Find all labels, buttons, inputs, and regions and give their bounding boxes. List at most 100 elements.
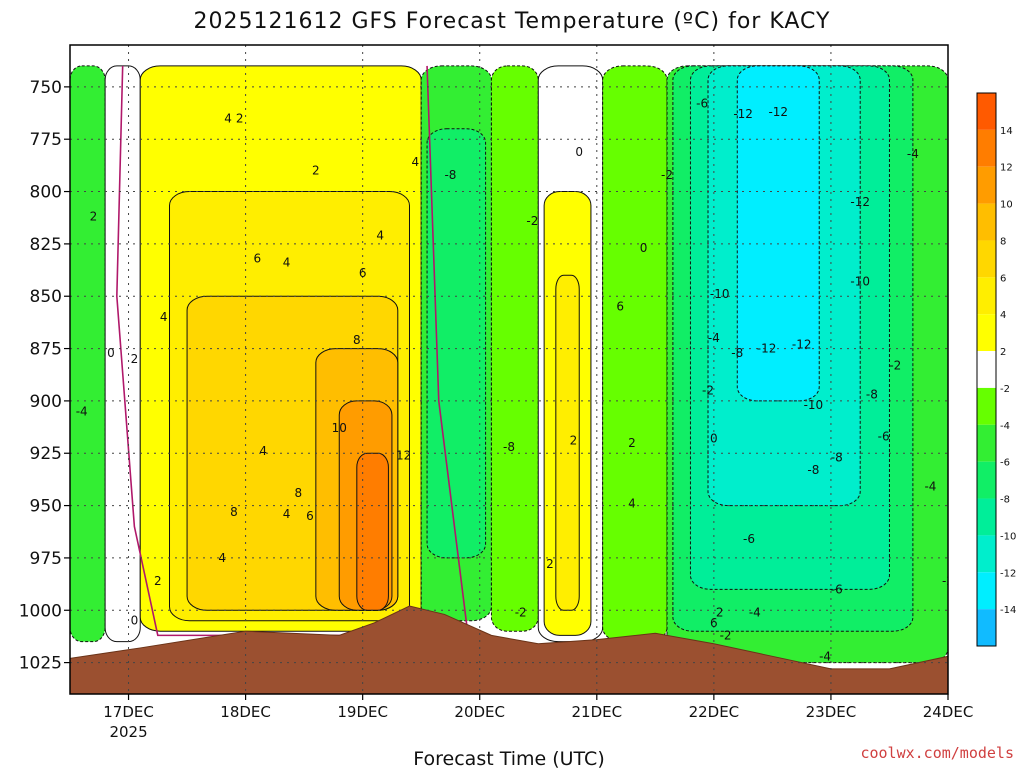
- y-tick-label-1000: 1000: [19, 601, 62, 621]
- contour-label-10: 4: [376, 229, 384, 243]
- y-tick-label-925: 925: [30, 444, 62, 464]
- colorbar-swatch-13: [977, 572, 996, 610]
- x-tick-label-19DEC: 19DEC: [337, 703, 388, 721]
- temp-region-19: [736, 65, 820, 402]
- contour-label-37: -12: [733, 107, 753, 121]
- contour-label-13: 10: [332, 421, 347, 435]
- contour-label-17: 8: [230, 505, 238, 519]
- colorbar-swatch-14: [977, 609, 996, 646]
- contour-label-9: 2: [312, 164, 320, 178]
- contour-label-56: -6: [743, 532, 755, 546]
- contour-label-40: -4: [708, 331, 720, 345]
- y-tick-label-950: 950: [30, 497, 62, 517]
- colorbar-label--4: -4: [1000, 421, 1010, 432]
- contour-label-28: 2: [570, 434, 578, 448]
- contour-label-58: -4: [749, 605, 761, 619]
- x-tick-label-17DEC: 17DEC: [103, 703, 154, 721]
- x-tick-label-20DEC: 20DEC: [454, 703, 505, 721]
- contour-label-55: -4: [924, 480, 936, 494]
- x-axis-title: Forecast Time (UTC): [413, 748, 604, 768]
- y-tick-label-1025: 1025: [19, 654, 62, 674]
- temp-region-14: [602, 65, 668, 643]
- contour-label-34: 0: [640, 241, 648, 255]
- contour-label-48: -8: [807, 463, 819, 477]
- contour-label-51: -2: [889, 358, 901, 372]
- colorbar-swatch-8: [977, 387, 996, 425]
- colorbar-label--12: -12: [1000, 568, 1016, 579]
- x-tick-label-23DEC: 23DEC: [806, 703, 857, 721]
- contour-label-61: 2: [716, 605, 724, 619]
- x-axis: 17DEC 2025 18DEC 19DEC 20DEC 21DEC 22DEC 23DEC 2…: [103, 694, 973, 741]
- colorbar-swatch-10: [977, 461, 996, 499]
- x-tick-sublabel-17DEC: 2025: [109, 723, 147, 741]
- freezing-line: [116, 65, 469, 637]
- contour-label-19: 8: [294, 486, 302, 500]
- colorbar-label--2: -2: [1000, 384, 1010, 395]
- colorbar-swatch-5: [977, 277, 996, 315]
- contour-label-44: -2: [702, 383, 714, 397]
- credit-text: coolwx.com/models: [860, 744, 1014, 762]
- contour-label-21: 4: [283, 507, 291, 521]
- colorbar-swatch-4: [977, 240, 996, 278]
- grid-lines: [70, 45, 948, 694]
- colorbar-label-6: 6: [1000, 273, 1006, 284]
- colorbar-frame: [976, 92, 997, 647]
- y-tick-label-875: 875: [30, 340, 62, 360]
- colorbar-label-2: 2: [1000, 347, 1006, 358]
- contour-label-2: 2: [90, 210, 98, 224]
- colorbar-label--10: -10: [1000, 531, 1016, 542]
- contour-label-6: 2: [236, 111, 244, 125]
- contour-label-4: 4: [160, 310, 168, 324]
- colorbar-swatch-7: [977, 351, 996, 388]
- y-axis: 750 775 800 825 850 875 900 925 950 975 1000 1025: [19, 78, 70, 674]
- contour-label-52: -12: [850, 195, 870, 209]
- colorbar-legend: 14 12 10 8 6 4 2 -2 -4 -6 -8 -10 -12 -14: [976, 92, 1016, 647]
- x-tick-label-24DEC: 24DEC: [923, 703, 974, 721]
- colorbar-swatch-12: [977, 535, 996, 573]
- colorbar-label-10: 10: [1000, 200, 1013, 211]
- colorbar-label-12: 12: [1000, 163, 1013, 174]
- contour-label-25: -2: [526, 214, 538, 228]
- contour-label-5: 4: [224, 111, 232, 125]
- colorbar-swatch-1: [977, 129, 996, 167]
- contour-label-59: -4: [819, 649, 831, 663]
- contour-label-29: 0: [575, 145, 583, 159]
- y-tick-label-975: 975: [30, 549, 62, 569]
- x-tick-label-21DEC: 21DEC: [572, 703, 623, 721]
- y-tick-label-800: 800: [30, 183, 62, 203]
- colorbar-swatch-9: [977, 424, 996, 462]
- contour-label-15: 4: [412, 155, 420, 169]
- contour-label-33: 2: [546, 557, 554, 571]
- contour-label-38: -12: [768, 105, 788, 119]
- contour-label-36: -6: [696, 97, 708, 111]
- contour-label-47: -8: [831, 450, 843, 464]
- temp-region-9: [426, 128, 487, 559]
- contour-label-57: -6: [831, 582, 843, 596]
- y-tick-label-750: 750: [30, 78, 62, 98]
- contour-label-12: 8: [353, 333, 361, 347]
- colorbar-label-4: 4: [1000, 310, 1006, 321]
- temp-region-7: [356, 452, 389, 611]
- colorbar-label--6: -6: [1000, 458, 1010, 469]
- colorbar-label--14: -14: [1000, 605, 1016, 616]
- contour-label-50: -6: [878, 429, 890, 443]
- contour-label-39: -10: [710, 287, 730, 301]
- colorbar-swatch-3: [977, 203, 996, 241]
- contour-label-18: 4: [218, 551, 226, 565]
- colorbar-swatch-0: [977, 93, 996, 130]
- y-tick-label-850: 850: [30, 287, 62, 307]
- contour-label-62: 6: [710, 616, 718, 630]
- contour-label-22: 2: [154, 574, 162, 588]
- contour-label-49: -8: [866, 388, 878, 402]
- contour-label-63: -2: [720, 628, 732, 642]
- plot-frame: [69, 44, 949, 695]
- chart-title: 2025121612 GFS Forecast Temperature (ºC)…: [194, 9, 831, 34]
- contour-label-0: -4: [76, 404, 88, 418]
- colorbar-swatch-11: [977, 498, 996, 536]
- contour-label-11: 6: [359, 266, 367, 280]
- contour-label-46: -10: [804, 398, 824, 412]
- contour-label-42: -12: [757, 342, 777, 356]
